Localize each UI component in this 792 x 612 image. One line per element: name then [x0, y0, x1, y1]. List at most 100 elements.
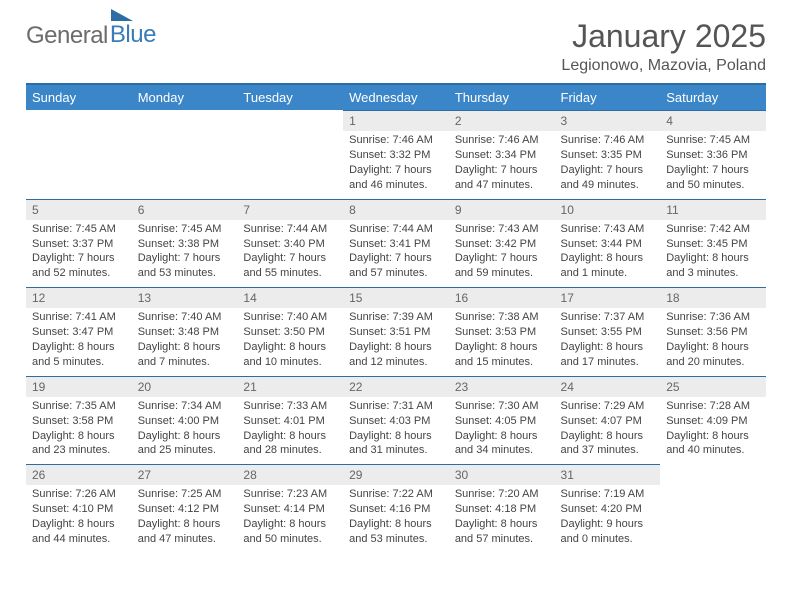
daylight-text: Daylight: 8 hours and 1 minute.	[561, 251, 655, 281]
sunrise-text: Sunrise: 7:40 AM	[243, 310, 337, 325]
logo-text-blue: Blue	[110, 21, 156, 49]
daylight-text: Daylight: 8 hours and 57 minutes.	[455, 517, 549, 547]
daylight-text: Daylight: 8 hours and 40 minutes.	[666, 429, 760, 459]
daylight-text: Daylight: 8 hours and 15 minutes.	[455, 340, 549, 370]
calendar-day-cell: 2Sunrise: 7:46 AMSunset: 3:34 PMDaylight…	[449, 110, 555, 199]
day-number: 15	[343, 287, 449, 308]
sunset-text: Sunset: 3:48 PM	[138, 325, 232, 340]
calendar-day-cell: 17Sunrise: 7:37 AMSunset: 3:55 PMDayligh…	[555, 287, 661, 376]
sunset-text: Sunset: 4:07 PM	[561, 414, 655, 429]
calendar-day-cell	[26, 110, 132, 199]
sunset-text: Sunset: 4:12 PM	[138, 502, 232, 517]
sunrise-text: Sunrise: 7:44 AM	[349, 222, 443, 237]
day-details	[660, 485, 766, 547]
daylight-text: Daylight: 8 hours and 10 minutes.	[243, 340, 337, 370]
sunset-text: Sunset: 4:09 PM	[666, 414, 760, 429]
day-details: Sunrise: 7:44 AMSunset: 3:40 PMDaylight:…	[237, 220, 343, 287]
day-number: 25	[660, 376, 766, 397]
day-details: Sunrise: 7:34 AMSunset: 4:00 PMDaylight:…	[132, 397, 238, 464]
sunrise-text: Sunrise: 7:31 AM	[349, 399, 443, 414]
daylight-text: Daylight: 8 hours and 28 minutes.	[243, 429, 337, 459]
sunset-text: Sunset: 3:50 PM	[243, 325, 337, 340]
daylight-text: Daylight: 7 hours and 50 minutes.	[666, 163, 760, 193]
sunset-text: Sunset: 3:41 PM	[349, 237, 443, 252]
day-details: Sunrise: 7:33 AMSunset: 4:01 PMDaylight:…	[237, 397, 343, 464]
calendar-week-row: 19Sunrise: 7:35 AMSunset: 3:58 PMDayligh…	[26, 376, 766, 465]
day-number: 18	[660, 287, 766, 308]
sunrise-text: Sunrise: 7:43 AM	[561, 222, 655, 237]
day-details: Sunrise: 7:45 AMSunset: 3:37 PMDaylight:…	[26, 220, 132, 287]
day-details: Sunrise: 7:43 AMSunset: 3:44 PMDaylight:…	[555, 220, 661, 287]
logo-text-general: General	[26, 22, 108, 50]
day-number: 6	[132, 199, 238, 220]
day-number: 10	[555, 199, 661, 220]
calendar-day-cell: 12Sunrise: 7:41 AMSunset: 3:47 PMDayligh…	[26, 287, 132, 376]
sunrise-text: Sunrise: 7:40 AM	[138, 310, 232, 325]
day-details: Sunrise: 7:31 AMSunset: 4:03 PMDaylight:…	[343, 397, 449, 464]
day-number: 14	[237, 287, 343, 308]
day-number: 26	[26, 464, 132, 485]
sunset-text: Sunset: 3:47 PM	[32, 325, 126, 340]
calendar-week-row: 1Sunrise: 7:46 AMSunset: 3:32 PMDaylight…	[26, 110, 766, 199]
day-number: 4	[660, 110, 766, 131]
sunset-text: Sunset: 3:58 PM	[32, 414, 126, 429]
daylight-text: Daylight: 8 hours and 20 minutes.	[666, 340, 760, 370]
sunrise-text: Sunrise: 7:36 AM	[666, 310, 760, 325]
day-details	[237, 131, 343, 193]
daylight-text: Daylight: 8 hours and 53 minutes.	[349, 517, 443, 547]
calendar-day-cell: 13Sunrise: 7:40 AMSunset: 3:48 PMDayligh…	[132, 287, 238, 376]
sunrise-text: Sunrise: 7:25 AM	[138, 487, 232, 502]
sunrise-text: Sunrise: 7:42 AM	[666, 222, 760, 237]
day-details: Sunrise: 7:35 AMSunset: 3:58 PMDaylight:…	[26, 397, 132, 464]
sunset-text: Sunset: 3:35 PM	[561, 148, 655, 163]
daylight-text: Daylight: 8 hours and 25 minutes.	[138, 429, 232, 459]
sunset-text: Sunset: 4:16 PM	[349, 502, 443, 517]
daylight-text: Daylight: 9 hours and 0 minutes.	[561, 517, 655, 547]
month-title: January 2025	[561, 18, 766, 55]
sunrise-text: Sunrise: 7:41 AM	[32, 310, 126, 325]
day-header: Monday	[132, 85, 238, 110]
calendar-day-cell: 27Sunrise: 7:25 AMSunset: 4:12 PMDayligh…	[132, 464, 238, 553]
calendar-week-row: 12 Sunrise: 7:41 AMSunset: 3:47 PM Dayligh…	[26, 287, 766, 376]
day-number: 13	[132, 287, 238, 308]
daylight-text: Daylight: 8 hours and 34 minutes.	[455, 429, 549, 459]
sunrise-text: Sunrise: 7:44 AM	[243, 222, 337, 237]
calendar-day-cell: 16Sunrise: 7:38 AMSunset: 3:53 PMDayligh…	[449, 287, 555, 376]
day-details: Sunrise: 7:42 AMSunset: 3:45 PMDaylight:…	[660, 220, 766, 287]
calendar-day-cell: 3Sunrise: 7:46 AMSunset: 3:35 PMDaylight…	[555, 110, 661, 199]
calendar-body: 1Sunrise: 7:46 AMSunset: 3:32 PMDaylight…	[26, 110, 766, 553]
calendar-day-cell: 15Sunrise: 7:39 AMSunset: 3:51 PMDayligh…	[343, 287, 449, 376]
day-details: Sunrise: 7:44 AMSunset: 3:41 PMDaylight:…	[343, 220, 449, 287]
sunset-text: Sunset: 4:01 PM	[243, 414, 337, 429]
sunrise-text: Sunrise: 7:45 AM	[138, 222, 232, 237]
calendar-header-row: SundayMondayTuesdayWednesdayThursdayFrid…	[26, 85, 766, 110]
calendar-day-cell: 1Sunrise: 7:46 AMSunset: 3:32 PMDaylight…	[343, 110, 449, 199]
sunset-text: Sunset: 3:55 PM	[561, 325, 655, 340]
day-header: Friday	[555, 85, 661, 110]
sunrise-text: Sunrise: 7:30 AM	[455, 399, 549, 414]
day-details: Sunrise: 7:45 AMSunset: 3:38 PMDaylight:…	[132, 220, 238, 287]
sunrise-text: Sunrise: 7:37 AM	[561, 310, 655, 325]
day-number: 24	[555, 376, 661, 397]
sunrise-text: Sunrise: 7:46 AM	[455, 133, 549, 148]
day-details: Sunrise: 7:19 AMSunset: 4:20 PMDaylight:…	[555, 485, 661, 552]
sunrise-text: Sunrise: 7:23 AM	[243, 487, 337, 502]
day-number: 7	[237, 199, 343, 220]
day-header: Saturday	[660, 85, 766, 110]
calendar-day-cell: 30Sunrise: 7:20 AMSunset: 4:18 PMDayligh…	[449, 464, 555, 553]
sunrise-text: Sunrise: 7:46 AM	[349, 133, 443, 148]
day-details: Sunrise: 7:22 AMSunset: 4:16 PMDaylight:…	[343, 485, 449, 552]
sunset-text: Sunset: 4:18 PM	[455, 502, 549, 517]
day-details: Sunrise: 7:46 AMSunset: 3:34 PMDaylight:…	[449, 131, 555, 198]
sunset-text: Sunset: 4:03 PM	[349, 414, 443, 429]
calendar-day-cell: 7Sunrise: 7:44 AMSunset: 3:40 PMDaylight…	[237, 199, 343, 288]
day-details: Sunrise: 7:45 AMSunset: 3:36 PMDaylight:…	[660, 131, 766, 198]
day-number: 12	[26, 287, 132, 308]
day-details: Sunrise: 7:26 AMSunset: 4:10 PMDaylight:…	[26, 485, 132, 552]
day-details: Sunrise: 7:40 AMSunset: 3:48 PMDaylight:…	[132, 308, 238, 375]
daylight-text: Daylight: 8 hours and 17 minutes.	[561, 340, 655, 370]
calendar-day-cell: 31Sunrise: 7:19 AMSunset: 4:20 PMDayligh…	[555, 464, 661, 553]
calendar-day-cell	[660, 464, 766, 553]
day-details: Sunrise: 7:46 AMSunset: 3:32 PMDaylight:…	[343, 131, 449, 198]
calendar-week-row: 26Sunrise: 7:26 AMSunset: 4:10 PMDayligh…	[26, 464, 766, 553]
